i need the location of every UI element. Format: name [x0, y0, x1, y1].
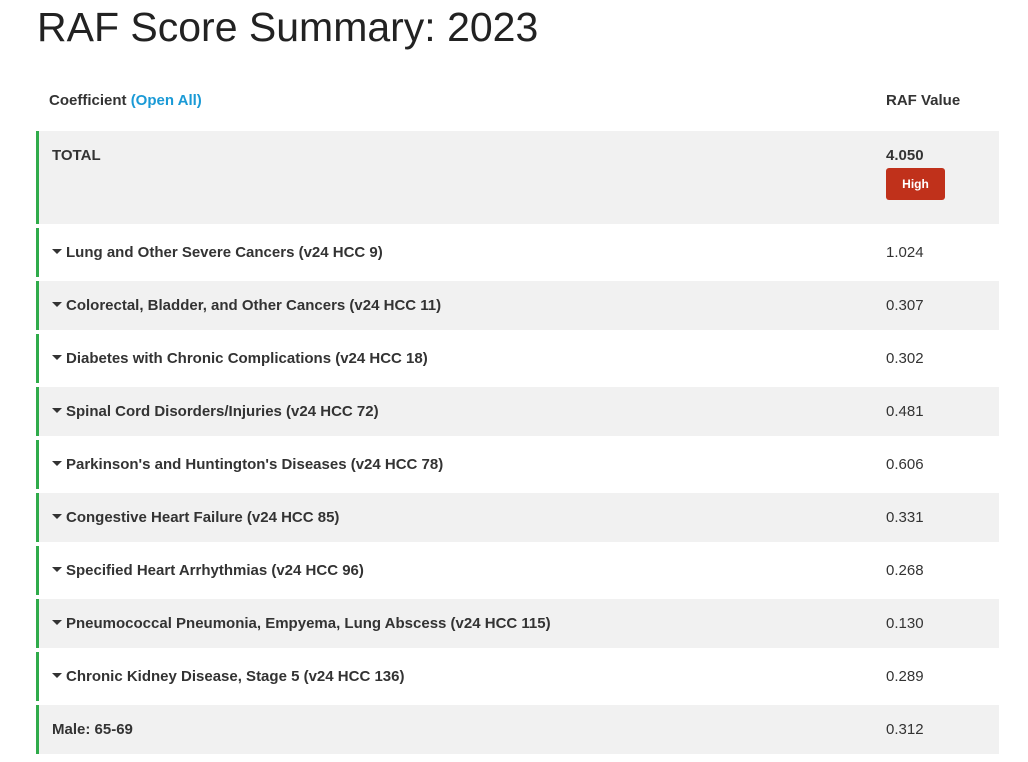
hcc-row[interactable]: Pneumococcal Pneumonia, Empyema, Lung Ab…	[36, 599, 999, 648]
caret-down-icon[interactable]	[52, 619, 62, 625]
hcc-name: Chronic Kidney Disease, Stage 5 (v24 HCC…	[66, 668, 405, 685]
demographic-row: Male: 65-69 0.312	[36, 705, 999, 754]
demographic-value: 0.312	[886, 721, 924, 738]
hcc-value: 0.307	[886, 297, 924, 314]
hcc-label: Congestive Heart Failure (v24 HCC 85)	[52, 509, 339, 526]
raf-value-header: RAF Value	[886, 92, 961, 109]
risk-badge: High	[886, 168, 945, 200]
open-all-link[interactable]: (Open All)	[130, 92, 202, 109]
demographic-label: Male: 65-69	[52, 721, 133, 738]
caret-down-icon[interactable]	[52, 354, 62, 360]
hcc-name: Specified Heart Arrhythmias (v24 HCC 96)	[66, 562, 364, 579]
hcc-value: 1.024	[886, 244, 924, 261]
hcc-row[interactable]: Lung and Other Severe Cancers (v24 HCC 9…	[36, 228, 999, 277]
hcc-value: 0.606	[886, 456, 924, 473]
hcc-value: 0.481	[886, 403, 924, 420]
hcc-label: Spinal Cord Disorders/Injuries (v24 HCC …	[52, 403, 379, 420]
hcc-label: Lung and Other Severe Cancers (v24 HCC 9…	[52, 244, 383, 261]
hcc-row[interactable]: Specified Heart Arrhythmias (v24 HCC 96)…	[36, 546, 999, 595]
hcc-name: Pneumococcal Pneumonia, Empyema, Lung Ab…	[66, 615, 551, 632]
hcc-value: 0.130	[886, 615, 924, 632]
caret-down-icon[interactable]	[52, 248, 62, 254]
caret-down-icon[interactable]	[52, 460, 62, 466]
hcc-name: Congestive Heart Failure (v24 HCC 85)	[66, 509, 340, 526]
caret-down-icon[interactable]	[52, 513, 62, 519]
hcc-name: Lung and Other Severe Cancers (v24 HCC 9…	[66, 244, 383, 261]
hcc-value: 0.302	[886, 350, 924, 367]
total-row: TOTAL 4.050 High	[36, 131, 999, 224]
hcc-label: Pneumococcal Pneumonia, Empyema, Lung Ab…	[52, 615, 551, 632]
hcc-name: Colorectal, Bladder, and Other Cancers (…	[66, 297, 442, 314]
total-label: TOTAL	[52, 147, 101, 164]
hcc-row[interactable]: Parkinson's and Huntington's Diseases (v…	[36, 440, 999, 489]
caret-down-icon[interactable]	[52, 407, 62, 413]
hcc-row[interactable]: Chronic Kidney Disease, Stage 5 (v24 HCC…	[36, 652, 999, 701]
hcc-row[interactable]: Diabetes with Chronic Complications (v24…	[36, 334, 999, 383]
hcc-row[interactable]: Spinal Cord Disorders/Injuries (v24 HCC …	[36, 387, 999, 436]
hcc-name: Spinal Cord Disorders/Injuries (v24 HCC …	[66, 403, 379, 420]
hcc-row[interactable]: Congestive Heart Failure (v24 HCC 85) 0.3…	[36, 493, 999, 542]
hcc-label: Parkinson's and Huntington's Diseases (v…	[52, 456, 443, 473]
hcc-value: 0.331	[886, 509, 924, 526]
caret-down-icon[interactable]	[52, 672, 62, 678]
hcc-label: Diabetes with Chronic Complications (v24…	[52, 350, 428, 367]
caret-down-icon[interactable]	[52, 566, 62, 572]
hcc-name: Parkinson's and Huntington's Diseases (v…	[66, 456, 444, 473]
hcc-label: Specified Heart Arrhythmias (v24 HCC 96)	[52, 562, 364, 579]
coefficient-header: Coefficient (Open All)	[49, 92, 202, 109]
page-title: RAF Score Summary: 2023	[37, 4, 539, 50]
hcc-name: Diabetes with Chronic Complications (v24…	[66, 350, 428, 367]
hcc-value: 0.268	[886, 562, 924, 579]
caret-down-icon[interactable]	[52, 301, 62, 307]
hcc-label: Colorectal, Bladder, and Other Cancers (…	[52, 297, 441, 314]
coefficient-label: Coefficient	[49, 92, 127, 109]
total-value: 4.050	[886, 147, 924, 164]
hcc-label: Chronic Kidney Disease, Stage 5 (v24 HCC…	[52, 668, 404, 685]
hcc-value: 0.289	[886, 668, 924, 685]
hcc-row[interactable]: Colorectal, Bladder, and Other Cancers (…	[36, 281, 999, 330]
raf-table: TOTAL 4.050 High Lung and Other Severe C…	[36, 131, 999, 758]
